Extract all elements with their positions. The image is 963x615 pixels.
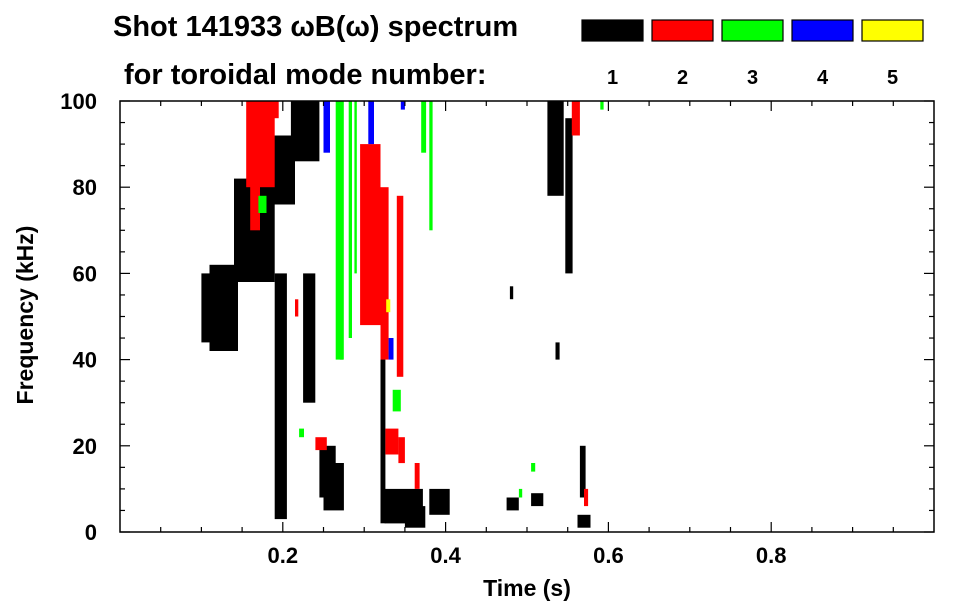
spectrum-region-mode-2-9 — [571, 101, 580, 136]
spectrum-region-mode-3-10 — [518, 488, 523, 498]
series-5-group — [386, 299, 391, 313]
plot-frame — [119, 100, 935, 533]
axis-ticks — [120, 100, 934, 533]
legend-swatch-mode-5 — [861, 19, 924, 42]
x-tick-label: 0.8 — [756, 543, 787, 568]
spectrum-region-mode-1-8 — [323, 463, 344, 511]
spectrum-region-mode-2-1 — [250, 178, 260, 231]
spectrum-region-mode-1-16 — [577, 514, 591, 528]
spectrum-region-mode-1-1 — [209, 264, 238, 351]
legend: 1 2 3 4 5 — [581, 19, 924, 89]
x-tick-label: 0.4 — [430, 543, 461, 568]
spectrum-region-mode-3-0 — [335, 101, 344, 360]
spectrum-region-mode-3-4 — [421, 101, 427, 153]
spectrum-region-mode-4-0 — [323, 101, 330, 153]
legend-label-mode-1: 1 — [607, 67, 618, 89]
spectrum-region-mode-3-8 — [600, 101, 604, 110]
spectrum-region-mode-3-3 — [392, 389, 401, 412]
y-axis-label: Frequency (kHz) — [12, 226, 38, 405]
spectrum-region-mode-2-5 — [396, 195, 404, 377]
spectrum-region-mode-5-0 — [386, 299, 391, 313]
spectrum-region-mode-2-12 — [295, 299, 299, 317]
spectrum-region-mode-3-7 — [299, 428, 304, 438]
series-2-group — [246, 101, 589, 507]
spectrum-region-mode-1-0 — [201, 273, 212, 343]
spectrum-region-mode-1-20 — [555, 342, 560, 360]
chart-title: Shot 141933 ωB(ω) spectrum — [113, 11, 518, 43]
spectrum-region-mode-1-19 — [531, 493, 544, 507]
legend-swatch-mode-2 — [651, 19, 714, 42]
spectrum-region-mode-2-0 — [246, 101, 275, 188]
y-tick-label: 0 — [85, 520, 97, 545]
legend-label-mode-4: 4 — [817, 67, 829, 89]
spectrum-region-mode-1-17 — [579, 445, 586, 498]
spectrum-region-mode-2-8 — [315, 437, 327, 451]
y-tick-label: 20 — [73, 434, 97, 459]
spectrum-region-mode-1-5 — [274, 273, 287, 520]
spectrum-region-mode-1-4 — [290, 101, 320, 162]
legend-label-mode-3: 3 — [747, 67, 758, 89]
spectrum-region-mode-4-1 — [368, 101, 374, 145]
spectrum-region-mode-2-10 — [584, 488, 589, 507]
spectrum-region-mode-1-21 — [509, 286, 514, 300]
x-tick-label: 0.2 — [268, 543, 299, 568]
spectrum-region-mode-1-6 — [303, 273, 316, 403]
y-tick-label: 40 — [73, 348, 97, 373]
legend-swatch-mode-3 — [721, 19, 784, 42]
spectrum-region-mode-1-11 — [429, 488, 450, 515]
series-1-group — [201, 101, 591, 528]
spectrum-region-mode-1-18 — [506, 497, 519, 511]
spectrum-region-mode-4-2 — [388, 338, 394, 360]
legend-label-mode-2: 2 — [677, 67, 688, 89]
axis-tick-labels: 0.2 0.4 0.6 0.8 0 20 40 60 80 100 — [60, 89, 786, 568]
spectrum-data-layer — [201, 101, 604, 528]
spectrum-region-mode-3-5 — [429, 101, 433, 231]
spectrum-region-mode-1-10 — [404, 506, 426, 528]
legend-swatch-mode-4 — [791, 19, 854, 42]
y-tick-label: 60 — [73, 261, 97, 286]
spectrum-region-mode-3-2 — [354, 101, 357, 274]
spectrum-region-mode-1-14 — [547, 101, 564, 196]
spectrum-region-mode-2-11 — [414, 463, 420, 489]
chart-subtitle: for toroidal mode number: — [124, 59, 487, 91]
series-3-group — [258, 101, 604, 498]
y-tick-label: 80 — [73, 175, 97, 200]
spectrum-region-mode-3-9 — [531, 463, 536, 472]
series-4-group — [323, 101, 405, 360]
spectrum-region-mode-3-1 — [348, 101, 352, 338]
spectrum-region-mode-2-3 — [360, 144, 381, 326]
y-tick-label: 100 — [60, 89, 97, 114]
spectrum-region-mode-2-2 — [270, 101, 279, 119]
spectrum-region-mode-2-7 — [398, 437, 405, 464]
spectrum-region-mode-2-4 — [380, 187, 389, 360]
spectrum-region-mode-3-6 — [258, 195, 267, 213]
x-tick-label: 0.6 — [593, 543, 624, 568]
x-axis-label: Time (s) — [483, 575, 571, 601]
spectrum-region-mode-1-12 — [380, 294, 386, 524]
spectrum-region-mode-2-6 — [385, 428, 399, 455]
legend-swatch-mode-1 — [581, 19, 644, 42]
spectrum-region-mode-1-15 — [565, 118, 573, 274]
spectrum-region-mode-4-3 — [400, 101, 405, 110]
legend-label-mode-5: 5 — [887, 67, 898, 89]
